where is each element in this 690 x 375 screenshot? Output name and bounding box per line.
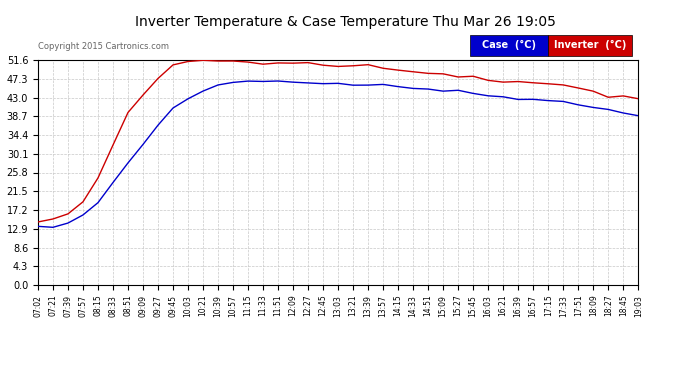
Text: Case  (°C): Case (°C)	[482, 40, 536, 50]
FancyBboxPatch shape	[548, 35, 632, 56]
Text: Copyright 2015 Cartronics.com: Copyright 2015 Cartronics.com	[38, 42, 169, 51]
Text: Inverter Temperature & Case Temperature Thu Mar 26 19:05: Inverter Temperature & Case Temperature …	[135, 15, 555, 29]
FancyBboxPatch shape	[470, 35, 548, 56]
Text: Inverter  (°C): Inverter (°C)	[554, 40, 627, 50]
